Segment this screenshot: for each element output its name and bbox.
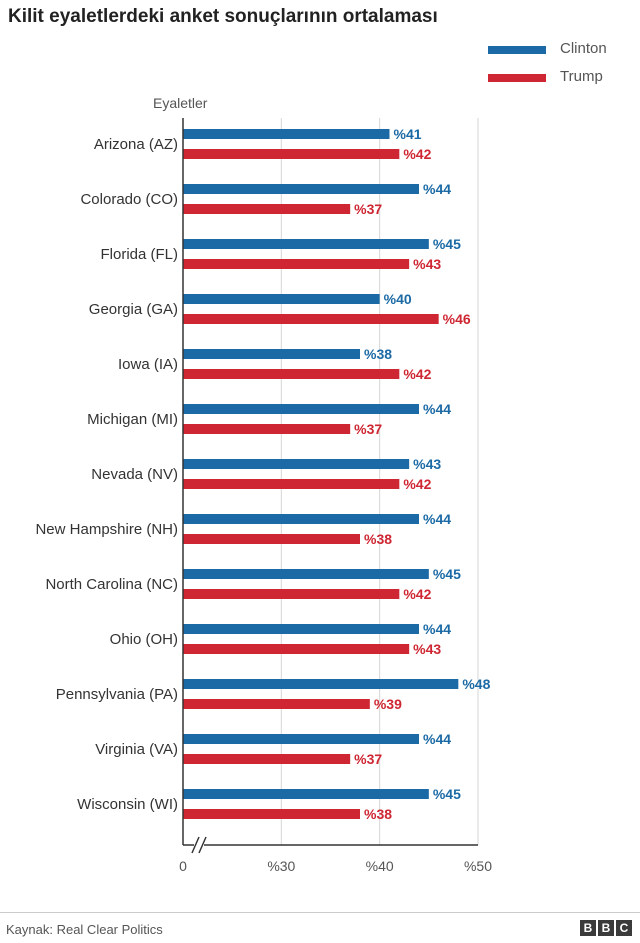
- bar-clinton: [183, 459, 410, 469]
- x-tick-label: %40: [366, 858, 394, 874]
- bar-clinton: [183, 624, 419, 634]
- bar-chart: Eyaletler Arizona (AZ) %41 %42 Colorado (CO)…: [35, 95, 492, 874]
- value-label-clinton: %44: [423, 621, 451, 637]
- value-label-trump: %37: [354, 201, 382, 217]
- bar-trump: [183, 204, 351, 214]
- bar-trump: [183, 589, 400, 599]
- bar-clinton: [183, 404, 419, 414]
- value-label-clinton: %43: [413, 456, 441, 472]
- value-label-clinton: %48: [462, 676, 490, 692]
- y-axis-title: Eyaletler: [153, 95, 208, 111]
- value-label-clinton: %41: [394, 126, 422, 142]
- value-label-clinton: %44: [423, 401, 451, 417]
- bbc-logo: B B C: [580, 920, 632, 936]
- category-label: New Hampshire (NH): [35, 521, 178, 538]
- x-tick-label: 0: [179, 858, 187, 874]
- legend-swatch-trump: [488, 74, 546, 82]
- value-label-trump: %42: [403, 476, 431, 492]
- x-tick-label: %50: [464, 858, 492, 874]
- bar-clinton: [183, 239, 429, 249]
- value-label-trump: %42: [403, 146, 431, 162]
- bar-trump: [183, 534, 360, 544]
- category-label: Pennsylvania (PA): [56, 686, 178, 703]
- category-label: Arizona (AZ): [94, 136, 178, 153]
- value-label-trump: %43: [413, 256, 441, 272]
- category-label: North Carolina (NC): [45, 576, 178, 593]
- category-label: Virginia (VA): [95, 741, 178, 758]
- legend-label-clinton: Clinton: [560, 40, 607, 57]
- bar-trump: [183, 314, 439, 324]
- bar-trump: [183, 259, 410, 269]
- value-label-clinton: %45: [433, 566, 461, 582]
- logo-letter: B: [580, 920, 596, 936]
- axis-break-mark: [191, 836, 200, 854]
- chart-title: Kilit eyaletlerdeki anket sonuçlarının o…: [8, 6, 438, 27]
- category-label: Michigan (MI): [87, 411, 178, 428]
- bar-trump: [183, 479, 400, 489]
- bar-trump: [183, 369, 400, 379]
- logo-letter: B: [598, 920, 614, 936]
- bar-clinton: [183, 679, 459, 689]
- value-label-trump: %43: [413, 641, 441, 657]
- value-label-trump: %46: [443, 311, 471, 327]
- bar-clinton: [183, 514, 419, 524]
- bar-clinton: [183, 184, 419, 194]
- value-label-clinton: %40: [384, 291, 412, 307]
- logo-letter: C: [616, 920, 632, 936]
- bar-clinton: [183, 734, 419, 744]
- category-label: Iowa (IA): [118, 356, 178, 373]
- category-label: Nevada (NV): [91, 466, 178, 483]
- bar-clinton: [183, 349, 360, 359]
- bar-clinton: [183, 789, 429, 799]
- bar-trump: [183, 809, 360, 819]
- value-label-trump: %42: [403, 586, 431, 602]
- value-label-trump: %38: [364, 531, 392, 547]
- category-label: Ohio (OH): [110, 631, 178, 648]
- category-label: Wisconsin (WI): [77, 796, 178, 813]
- source-note: Kaynak: Real Clear Politics: [6, 922, 163, 937]
- value-label-clinton: %38: [364, 346, 392, 362]
- value-label-trump: %37: [354, 421, 382, 437]
- bar-trump: [183, 644, 410, 654]
- footer-divider: [0, 912, 640, 913]
- legend-swatch-clinton: [488, 46, 546, 54]
- value-label-clinton: %44: [423, 181, 451, 197]
- value-label-clinton: %44: [423, 511, 451, 527]
- bar-trump: [183, 149, 400, 159]
- value-label-trump: %42: [403, 366, 431, 382]
- value-label-trump: %37: [354, 751, 382, 767]
- bar-trump: [183, 424, 351, 434]
- category-label: Colorado (CO): [80, 191, 178, 208]
- value-label-clinton: %45: [433, 786, 461, 802]
- axis-break-mark: [198, 836, 207, 854]
- axis-break-gap: [194, 837, 204, 853]
- value-label-trump: %39: [374, 696, 402, 712]
- bar-trump: [183, 754, 351, 764]
- legend-label-trump: Trump: [560, 68, 603, 85]
- bar-clinton: [183, 129, 390, 139]
- bar-clinton: [183, 569, 429, 579]
- category-label: Florida (FL): [100, 246, 178, 263]
- bar-clinton: [183, 294, 380, 304]
- x-tick-label: %30: [267, 858, 295, 874]
- value-label-clinton: %44: [423, 731, 451, 747]
- category-label: Georgia (GA): [89, 301, 178, 318]
- bar-trump: [183, 699, 370, 709]
- value-label-clinton: %45: [433, 236, 461, 252]
- value-label-trump: %38: [364, 806, 392, 822]
